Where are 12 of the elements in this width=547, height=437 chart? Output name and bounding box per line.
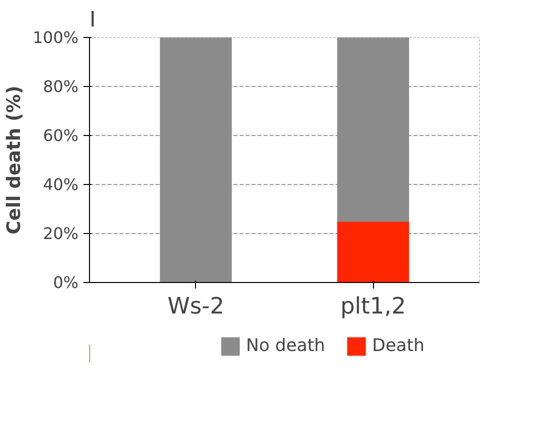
y-tick-label: 20% (42, 224, 78, 243)
y-tick-label: 100% (32, 28, 79, 47)
y-tick-label: 60% (42, 126, 78, 145)
x-tick-label: plt1,2 (340, 294, 406, 320)
y-tick-label: 40% (42, 175, 78, 194)
legend-label: Death (372, 336, 425, 356)
legend-label: No death (246, 336, 326, 356)
y-axis-title: Cell death (%) (4, 86, 25, 234)
text: I (90, 8, 96, 32)
y-tick-label: 0% (53, 273, 79, 292)
x-tick-label: Ws-2 (167, 294, 224, 320)
y-tick-label: 80% (42, 77, 78, 96)
